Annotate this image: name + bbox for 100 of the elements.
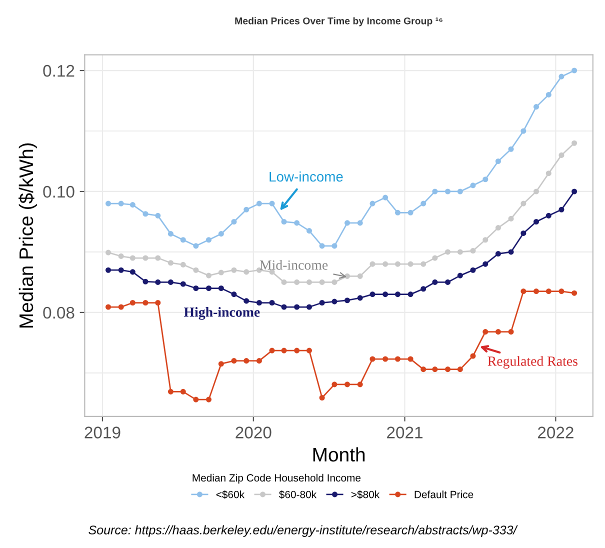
x-tick-label: 2022 — [538, 426, 574, 438]
point — [357, 382, 363, 388]
point — [168, 279, 174, 285]
point — [294, 304, 300, 310]
point — [319, 243, 325, 249]
point — [142, 300, 148, 306]
point — [193, 285, 199, 292]
point — [281, 279, 287, 285]
point — [444, 188, 451, 194]
point — [206, 396, 212, 402]
annotation: Low-income — [270, 171, 343, 182]
point — [357, 273, 363, 279]
point — [155, 300, 161, 306]
point — [520, 200, 526, 206]
point — [294, 279, 300, 285]
annotation: High-income — [184, 307, 260, 320]
point — [546, 170, 552, 176]
point — [394, 356, 401, 362]
point — [457, 188, 463, 194]
point — [244, 298, 250, 304]
point — [370, 261, 376, 267]
point — [256, 358, 262, 364]
point — [482, 329, 488, 335]
point — [332, 382, 338, 388]
point — [256, 200, 262, 206]
point — [470, 248, 476, 254]
point — [231, 292, 237, 298]
point — [382, 194, 388, 200]
point — [206, 285, 212, 292]
point — [572, 290, 578, 296]
point — [394, 292, 401, 298]
x-tick-label: 2020 — [236, 426, 272, 438]
point — [332, 243, 338, 249]
point — [357, 220, 363, 226]
point — [420, 366, 426, 372]
point — [319, 300, 325, 306]
point — [168, 388, 174, 394]
chart-title: Median Prices Over Time by Income Group ¹⁶ — [235, 17, 442, 26]
point — [118, 200, 124, 206]
point — [572, 188, 578, 194]
point — [495, 158, 501, 164]
point — [394, 261, 401, 267]
point — [444, 249, 451, 255]
point — [382, 356, 388, 362]
point — [558, 206, 564, 212]
point — [193, 243, 199, 249]
point — [306, 348, 312, 354]
point — [470, 353, 476, 359]
point — [130, 269, 136, 275]
point — [546, 212, 552, 218]
point — [319, 279, 325, 285]
point — [420, 261, 426, 267]
point — [306, 304, 312, 310]
point — [118, 267, 124, 273]
point — [508, 329, 514, 335]
point — [155, 212, 161, 218]
y-tick-label: 0.10 — [43, 186, 74, 198]
point — [533, 188, 540, 194]
point — [558, 288, 564, 294]
point — [155, 279, 161, 285]
point — [218, 231, 224, 237]
point — [508, 146, 514, 152]
annotation: Mid-income — [260, 260, 328, 270]
point — [206, 237, 212, 243]
point — [444, 279, 451, 285]
point — [482, 261, 488, 267]
point — [408, 356, 414, 362]
point — [193, 396, 199, 402]
point — [408, 292, 414, 298]
point — [306, 228, 312, 234]
point — [142, 211, 148, 217]
point — [256, 300, 262, 306]
point — [231, 358, 237, 364]
point — [572, 68, 578, 74]
point — [344, 273, 350, 279]
point — [244, 206, 250, 212]
point — [370, 200, 376, 206]
point — [180, 281, 186, 287]
point — [218, 361, 224, 367]
point — [344, 298, 350, 304]
point — [281, 218, 287, 225]
point — [332, 279, 338, 285]
point — [533, 288, 540, 294]
point — [269, 348, 275, 354]
point — [370, 356, 376, 362]
point — [118, 304, 124, 310]
point — [105, 250, 112, 256]
point — [218, 285, 224, 292]
point — [142, 255, 148, 261]
point — [269, 300, 275, 306]
legend-label: $60-80k — [279, 490, 317, 499]
point — [533, 218, 540, 225]
point — [533, 104, 540, 110]
point — [382, 292, 388, 298]
point — [408, 210, 414, 216]
point — [294, 348, 300, 354]
point — [344, 220, 350, 226]
legend-title: Median Zip Code Household Income — [192, 474, 361, 484]
point — [495, 225, 501, 231]
point — [306, 279, 312, 285]
